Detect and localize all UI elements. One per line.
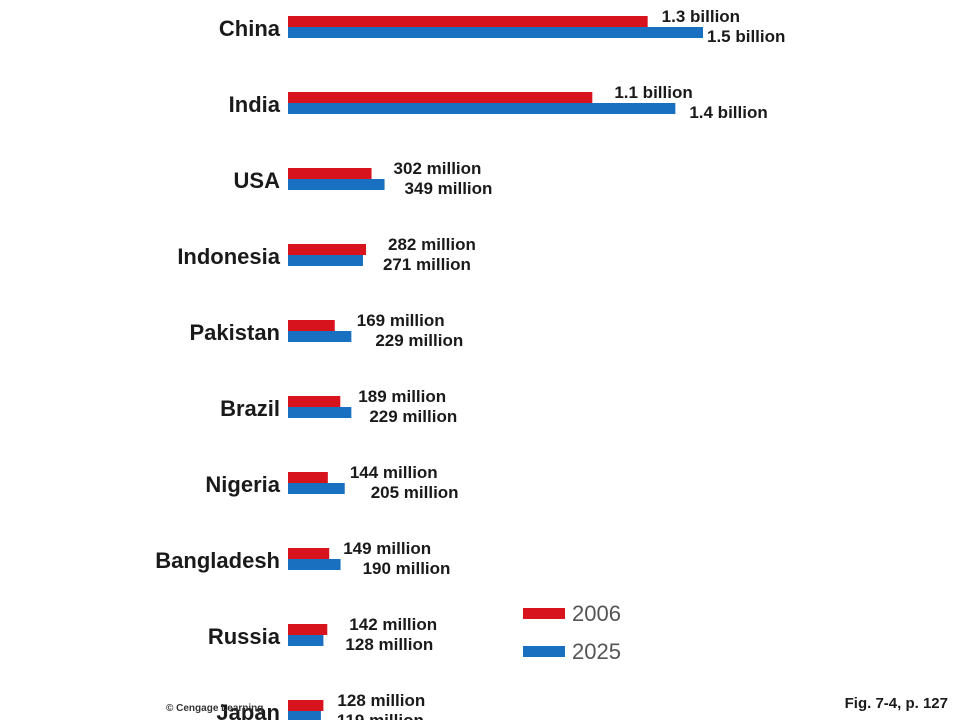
value-label: 229 million xyxy=(375,331,463,350)
publisher-credit: © Cengage Learning xyxy=(166,703,264,714)
bar-2025-nigeria xyxy=(288,483,345,494)
bar-2025-russia xyxy=(288,635,324,646)
country-label: Indonesia xyxy=(177,244,280,269)
legend-label-2006: 2006 xyxy=(572,601,621,626)
country-label: India xyxy=(229,92,281,117)
value-label: 142 million xyxy=(349,615,437,634)
legend: 2006 2025 xyxy=(523,601,621,664)
value-label: 144 million xyxy=(350,463,438,482)
bar-2025-pakistan xyxy=(288,331,352,342)
value-label: 229 million xyxy=(369,407,457,426)
bar-2006-china xyxy=(288,16,648,27)
legend-label-2025: 2025 xyxy=(572,639,621,664)
value-label: 271 million xyxy=(383,255,471,274)
country-label: Bangladesh xyxy=(155,548,280,573)
bar-2025-india xyxy=(288,103,676,114)
figure-caption: Fig. 7-4, p. 127 xyxy=(844,695,948,712)
value-label: 349 million xyxy=(405,179,493,198)
bar-2006-japan xyxy=(288,700,324,711)
country-label: Nigeria xyxy=(205,472,280,497)
legend-swatch-2025 xyxy=(523,646,565,657)
value-label: 1.3 billion xyxy=(662,7,740,26)
bar-2006-bangladesh xyxy=(288,548,330,559)
bar-2006-pakistan xyxy=(288,320,335,331)
bar-2025-japan xyxy=(288,711,321,720)
bar-2006-usa xyxy=(288,168,372,179)
country-label: USA xyxy=(234,168,281,193)
value-label: 1.5 billion xyxy=(707,27,785,46)
value-label: 149 million xyxy=(343,539,431,558)
bar-2025-indonesia xyxy=(288,255,363,266)
bar-2006-brazil xyxy=(288,396,341,407)
bar-2025-brazil xyxy=(288,407,352,418)
country-label: Japan xyxy=(216,700,280,720)
value-label: 282 million xyxy=(388,235,476,254)
value-label: 189 million xyxy=(358,387,446,406)
bar-2006-india xyxy=(288,92,593,103)
country-label: China xyxy=(219,16,281,41)
country-label: Brazil xyxy=(220,396,280,421)
value-label: 128 million xyxy=(337,691,425,710)
value-label: 169 million xyxy=(357,311,445,330)
value-label: 190 million xyxy=(363,559,451,578)
value-label: 1.1 billion xyxy=(614,83,692,102)
bar-2006-russia xyxy=(288,624,328,635)
bar-2006-nigeria xyxy=(288,472,328,483)
bar-2025-usa xyxy=(288,179,385,190)
bar-2006-indonesia xyxy=(288,244,367,255)
country-label: Pakistan xyxy=(190,320,281,345)
value-label: 205 million xyxy=(371,483,459,502)
bar-group-japan: Japan 128 million119 million xyxy=(216,691,425,720)
value-label: 1.4 billion xyxy=(689,103,767,122)
country-label: Russia xyxy=(208,624,281,649)
value-label: 302 million xyxy=(394,159,482,178)
value-label: 119 million xyxy=(337,711,424,720)
value-label: 128 million xyxy=(345,635,433,654)
bar-2025-bangladesh xyxy=(288,559,341,570)
bar-2025-china xyxy=(288,27,703,38)
legend-swatch-2006 xyxy=(523,608,565,619)
